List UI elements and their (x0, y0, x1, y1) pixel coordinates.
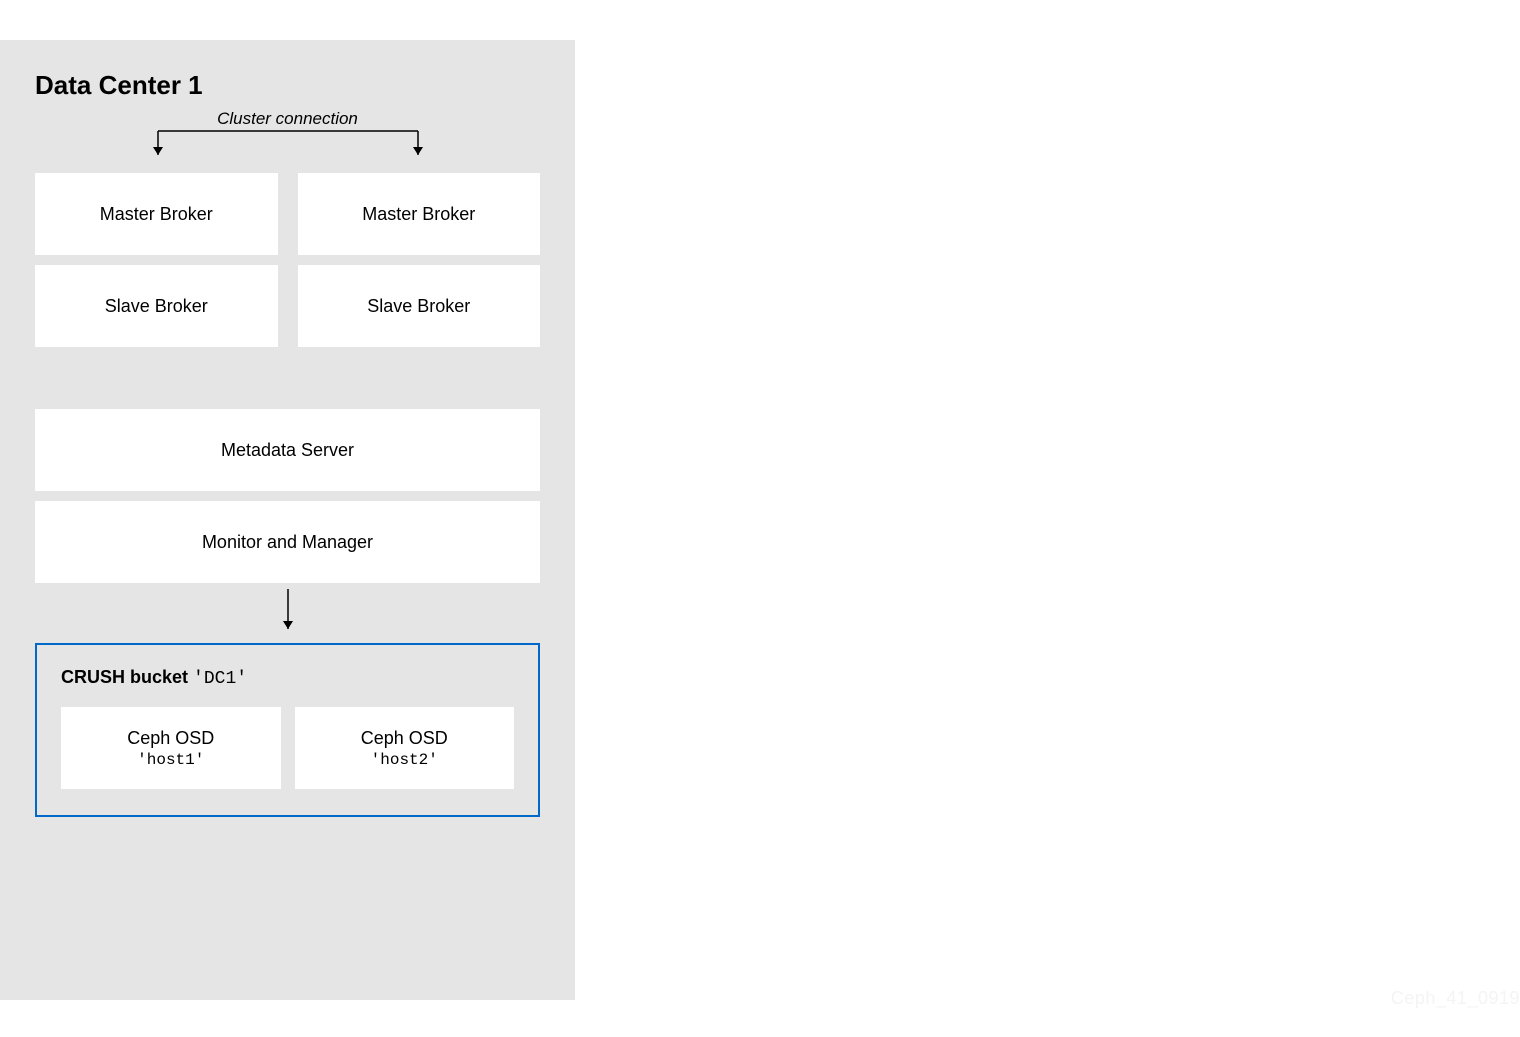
master-broker-box: Master Broker (298, 173, 541, 255)
datacenter-panel: Data Center 1 Cluster connection Master … (0, 40, 575, 1000)
down-arrow-icon (278, 587, 298, 637)
crush-bucket-panel: CRUSH bucket 'DC1' Ceph OSD 'host1' Ceph… (35, 643, 540, 817)
osd-host: 'host1' (137, 751, 204, 769)
crush-title-bold: CRUSH bucket (61, 667, 188, 687)
metadata-server-box: Metadata Server (35, 409, 540, 491)
slave-broker-box: Slave Broker (35, 265, 278, 347)
slave-broker-box: Slave Broker (298, 265, 541, 347)
osd-host: 'host2' (371, 751, 438, 769)
cluster-connection-label: Cluster connection (35, 109, 540, 129)
watermark-label: Ceph_41_0919 (1391, 988, 1520, 1009)
cluster-split-arrow-icon (148, 129, 428, 163)
broker-row-1: Master Broker Master Broker (35, 173, 540, 255)
osd-name: Ceph OSD (127, 728, 214, 749)
crush-bucket-title: CRUSH bucket 'DC1' (61, 667, 514, 689)
master-broker-box: Master Broker (35, 173, 278, 255)
ceph-osd-box: Ceph OSD 'host2' (295, 707, 515, 789)
panel-title: Data Center 1 (35, 70, 540, 101)
osd-row: Ceph OSD 'host1' Ceph OSD 'host2' (61, 707, 514, 789)
crush-title-mono: 'DC1' (193, 669, 247, 689)
osd-name: Ceph OSD (361, 728, 448, 749)
ceph-osd-box: Ceph OSD 'host1' (61, 707, 281, 789)
monitor-manager-box: Monitor and Manager (35, 501, 540, 583)
broker-row-2: Slave Broker Slave Broker (35, 265, 540, 347)
